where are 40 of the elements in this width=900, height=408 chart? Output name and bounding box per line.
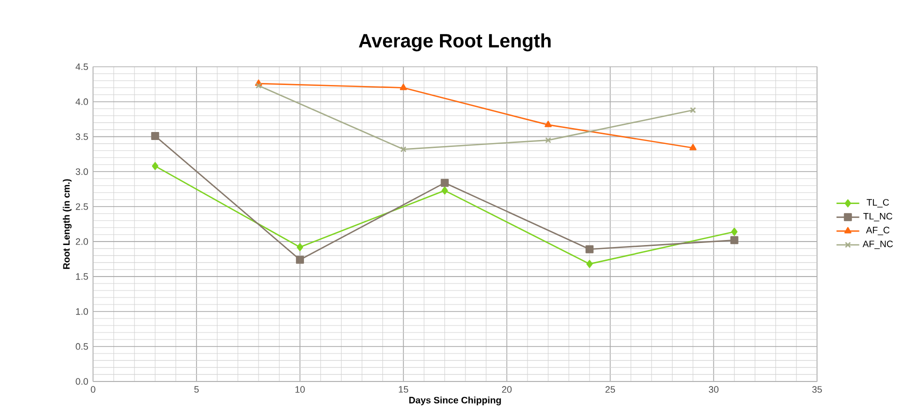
point: [400, 84, 407, 90]
point: [545, 137, 552, 144]
point: [442, 186, 448, 195]
x-tick-label: 30: [708, 386, 718, 393]
legend-label: TL_C: [866, 199, 889, 208]
point: [586, 245, 594, 254]
x-tick-label: 15: [398, 386, 408, 393]
point: [730, 236, 738, 244]
legend-label: TL_NC: [863, 212, 892, 222]
y-tick-label: 4.0: [76, 98, 88, 106]
x-tick-label: 25: [606, 386, 616, 393]
y-tick-label: 2.0: [76, 238, 88, 245]
y-tick-label: 0.5: [76, 343, 88, 350]
point: [586, 260, 593, 268]
y-tick-label: 1.0: [76, 308, 88, 315]
point: [152, 162, 158, 170]
x-axis-title: Days Since Chipping: [409, 396, 501, 406]
y-tick-label: 2.5: [76, 203, 88, 210]
legend-label: AF_C: [866, 226, 890, 236]
point: [296, 243, 304, 252]
y-tick-label: 0.0: [76, 378, 88, 385]
y-tick-label: 3.0: [76, 168, 88, 175]
point: [689, 144, 697, 150]
chart-title: Average Root Length: [358, 33, 551, 52]
x-tick-label: 20: [502, 386, 512, 393]
point: [151, 132, 160, 140]
point: [544, 120, 552, 128]
point: [440, 178, 449, 187]
x-tick-label: 10: [295, 386, 305, 393]
y-tick-label: 4.5: [76, 64, 88, 70]
y-axis-title: Root Length (in cm.): [62, 179, 72, 269]
point: [731, 228, 738, 236]
point: [296, 256, 304, 264]
point: [400, 146, 406, 152]
y-tick-label: 3.5: [76, 133, 88, 140]
x-tick-label: 5: [194, 386, 199, 393]
legend-label: AF_NC: [862, 240, 893, 249]
x-tick-label: 0: [90, 386, 96, 393]
y-tick-label: 1.5: [76, 273, 88, 280]
x-tick-label: 35: [812, 386, 822, 393]
